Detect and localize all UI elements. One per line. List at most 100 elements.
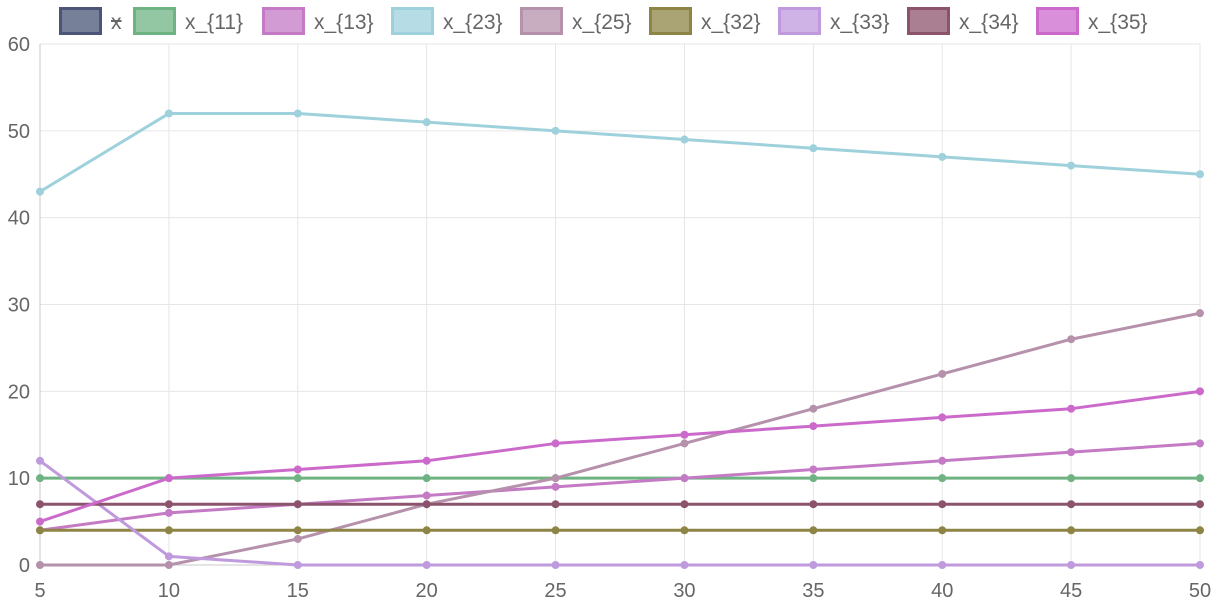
- data-point[interactable]: [422, 526, 431, 535]
- data-point[interactable]: [938, 152, 947, 161]
- legend-item-x[interactable]: x: [59, 7, 123, 35]
- data-point[interactable]: [293, 474, 302, 483]
- data-point[interactable]: [938, 561, 947, 569]
- data-point[interactable]: [422, 456, 431, 465]
- legend-item-x_{32}[interactable]: x_{32}: [649, 7, 761, 35]
- data-point[interactable]: [809, 404, 818, 413]
- data-point[interactable]: [1067, 448, 1076, 457]
- data-point[interactable]: [551, 439, 560, 448]
- legend-label[interactable]: x_{23}: [443, 11, 503, 34]
- data-point[interactable]: [680, 430, 689, 439]
- data-point[interactable]: [422, 491, 431, 500]
- data-point[interactable]: [1196, 474, 1204, 483]
- data-point[interactable]: [1196, 170, 1204, 179]
- legend-swatch[interactable]: [391, 7, 434, 35]
- legend-swatch[interactable]: [778, 7, 821, 35]
- data-point[interactable]: [293, 561, 302, 569]
- data-point[interactable]: [551, 526, 560, 535]
- legend-swatch[interactable]: [649, 7, 692, 35]
- data-point[interactable]: [36, 456, 44, 465]
- legend-label[interactable]: x_{32}: [701, 11, 761, 34]
- data-point[interactable]: [938, 474, 947, 483]
- legend-swatch[interactable]: [262, 7, 305, 35]
- data-point[interactable]: [680, 439, 689, 448]
- legend-label[interactable]: x_{34}: [959, 11, 1019, 34]
- legend-item-x_{34}[interactable]: x_{34}: [907, 7, 1019, 35]
- data-point[interactable]: [293, 534, 302, 543]
- data-point[interactable]: [36, 187, 44, 196]
- data-point[interactable]: [680, 474, 689, 483]
- data-point[interactable]: [36, 561, 44, 569]
- data-point[interactable]: [809, 526, 818, 535]
- data-point[interactable]: [551, 500, 560, 509]
- data-point[interactable]: [1067, 335, 1076, 344]
- legend-label[interactable]: x_{25}: [572, 11, 632, 34]
- legend-item-x_{33}[interactable]: x_{33}: [778, 7, 890, 35]
- data-point[interactable]: [938, 456, 947, 465]
- data-point[interactable]: [680, 526, 689, 535]
- data-point[interactable]: [36, 526, 44, 535]
- data-point[interactable]: [551, 474, 560, 483]
- data-point[interactable]: [293, 109, 302, 118]
- data-point[interactable]: [36, 500, 44, 509]
- legend-label[interactable]: x_{33}: [830, 11, 890, 34]
- data-point[interactable]: [164, 474, 173, 483]
- legend-label[interactable]: x_{35}: [1088, 11, 1148, 34]
- data-point[interactable]: [809, 561, 818, 569]
- data-point[interactable]: [422, 500, 431, 509]
- legend[interactable]: x x_{11} x_{13} x_{23} x_{25} x_{32} x_{33} x_{…: [59, 7, 1148, 35]
- data-point[interactable]: [164, 508, 173, 517]
- legend-swatch[interactable]: [907, 7, 950, 35]
- data-point[interactable]: [938, 526, 947, 535]
- data-point[interactable]: [680, 500, 689, 509]
- data-point[interactable]: [422, 561, 431, 569]
- data-point[interactable]: [938, 500, 947, 509]
- data-point[interactable]: [938, 413, 947, 422]
- legend-item-x_{23}[interactable]: x_{23}: [391, 7, 503, 35]
- data-point[interactable]: [809, 474, 818, 483]
- data-point[interactable]: [1196, 309, 1204, 318]
- data-point[interactable]: [293, 465, 302, 474]
- data-point[interactable]: [36, 474, 44, 483]
- data-point[interactable]: [422, 118, 431, 127]
- legend-label[interactable]: x_{13}: [314, 11, 374, 34]
- data-point[interactable]: [551, 482, 560, 491]
- legend-label[interactable]: x: [111, 11, 122, 34]
- data-point[interactable]: [809, 465, 818, 474]
- data-point[interactable]: [1196, 439, 1204, 448]
- data-point[interactable]: [1196, 387, 1204, 396]
- legend-item-x_{11}[interactable]: x_{11}: [133, 7, 244, 35]
- data-point[interactable]: [809, 144, 818, 153]
- data-point[interactable]: [164, 500, 173, 509]
- data-point[interactable]: [1067, 474, 1076, 483]
- data-point[interactable]: [164, 109, 173, 118]
- legend-item-x_{35}[interactable]: x_{35}: [1036, 7, 1148, 35]
- data-point[interactable]: [680, 561, 689, 569]
- legend-label[interactable]: x_{11}: [185, 11, 243, 34]
- data-point[interactable]: [36, 517, 44, 526]
- data-point[interactable]: [1196, 561, 1204, 569]
- data-point[interactable]: [809, 422, 818, 431]
- data-point[interactable]: [551, 561, 560, 569]
- data-point[interactable]: [1067, 161, 1076, 170]
- data-point[interactable]: [293, 500, 302, 509]
- legend-swatch[interactable]: [59, 7, 102, 35]
- data-point[interactable]: [1067, 561, 1076, 569]
- data-point[interactable]: [938, 369, 947, 378]
- data-point[interactable]: [164, 526, 173, 535]
- data-point[interactable]: [1067, 526, 1076, 535]
- legend-swatch[interactable]: [133, 7, 176, 35]
- data-point[interactable]: [551, 126, 560, 135]
- data-point[interactable]: [422, 474, 431, 483]
- data-point[interactable]: [1067, 404, 1076, 413]
- data-point[interactable]: [1196, 526, 1204, 535]
- data-point[interactable]: [809, 500, 818, 509]
- data-point[interactable]: [164, 561, 173, 569]
- legend-swatch[interactable]: [520, 7, 563, 35]
- data-point[interactable]: [680, 135, 689, 144]
- data-point[interactable]: [293, 526, 302, 535]
- legend-item-x_{13}[interactable]: x_{13}: [262, 7, 374, 35]
- legend-swatch[interactable]: [1036, 7, 1079, 35]
- data-point[interactable]: [1196, 500, 1204, 509]
- legend-item-x_{25}[interactable]: x_{25}: [520, 7, 632, 35]
